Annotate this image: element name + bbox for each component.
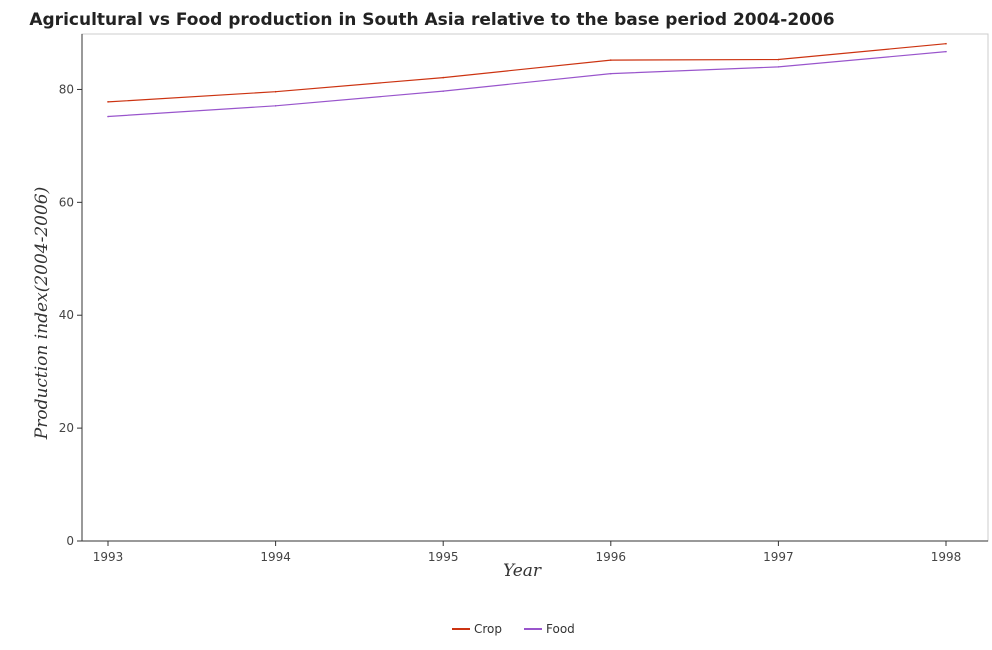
y-tick-label: 20 <box>59 421 74 435</box>
series-line-food <box>107 51 947 118</box>
data-point-food <box>107 115 109 118</box>
y-tick-label: 60 <box>59 195 74 209</box>
legend-label-crop: Crop <box>474 622 502 636</box>
legend: Crop Food <box>452 622 575 636</box>
x-tick-label: 1996 <box>596 550 627 564</box>
x-tick-label: 1998 <box>931 550 962 564</box>
series-layer <box>107 42 947 118</box>
data-point-food <box>777 66 780 68</box>
legend-label-food: Food <box>546 622 575 636</box>
x-tick-label: 1995 <box>428 550 459 564</box>
chart-title: Agricultural vs Food production in South… <box>29 10 834 30</box>
data-point-food <box>945 50 947 53</box>
data-point-crop <box>274 90 277 93</box>
x-tick-label: 1997 <box>763 550 794 564</box>
y-tick-label: 80 <box>59 82 74 96</box>
y-axis: 0 20 40 60 80 <box>59 34 83 548</box>
y-tick-label: 0 <box>66 534 74 548</box>
series-line-crop <box>107 43 947 103</box>
data-point-crop <box>777 58 780 61</box>
data-point-crop <box>945 42 947 45</box>
x-tick-label: 1993 <box>93 550 124 564</box>
data-point-crop <box>442 76 445 79</box>
y-tick-label: 40 <box>59 308 74 322</box>
y-axis-title: Production index(2004-2006) <box>32 187 52 440</box>
data-point-crop <box>107 101 109 103</box>
data-point-food <box>274 105 277 107</box>
data-point-crop <box>610 59 612 61</box>
data-point-food <box>442 90 445 92</box>
x-tick-label: 1994 <box>260 550 291 564</box>
data-point-food <box>610 72 612 75</box>
x-axis: 1993 1994 1995 1996 1997 1998 <box>82 540 988 564</box>
x-axis-title: Year <box>503 561 542 581</box>
